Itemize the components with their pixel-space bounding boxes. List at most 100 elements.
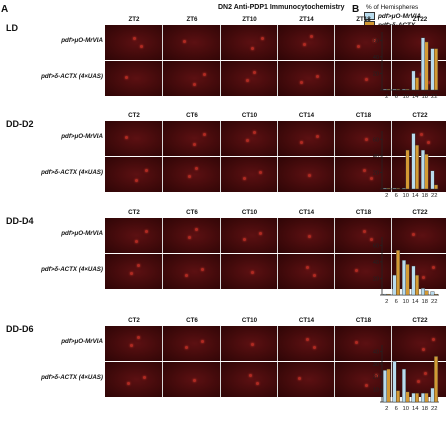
bar [392, 88, 397, 91]
y-tick-label: 20 [373, 375, 379, 381]
neuron-signal [125, 76, 128, 79]
timepoint-label: CT14 [298, 112, 315, 119]
micrograph-cell [163, 362, 221, 397]
bar [424, 153, 429, 190]
neuron-signal [243, 238, 246, 241]
timepoint-label: CT18 [355, 209, 372, 216]
x-tick-label: 2 [385, 299, 388, 305]
bar [382, 370, 387, 403]
x-tick-label: 10 [403, 94, 409, 100]
micrograph-cell [221, 362, 278, 397]
x-tick-label: 10 [403, 406, 409, 412]
micrograph-cell [335, 121, 392, 156]
neuron-signal [300, 81, 303, 84]
legend-swatch-mrvia [364, 12, 375, 20]
bar [415, 77, 420, 91]
neuron-signal [308, 174, 311, 177]
micrograph-cell [392, 326, 446, 361]
genotype-label: pdf>δ-ACTX (4×UAS) [41, 73, 103, 80]
x-tick-label: 22 [431, 406, 437, 412]
panel-a-letter: A [1, 4, 9, 15]
neuron-signal [261, 37, 264, 40]
genotype-label: pdf>μO-MrVIA [61, 338, 103, 345]
x-tick-label: 22 [431, 299, 437, 305]
bar [434, 48, 439, 91]
bar [411, 133, 416, 190]
neuron-signal [130, 344, 133, 347]
neuron-signal [201, 340, 204, 343]
micrograph-cell [163, 157, 221, 192]
genotype-label: pdf>δ-ACTX (4×UAS) [41, 169, 103, 176]
micrograph-cell [163, 61, 221, 96]
neuron-signal [193, 379, 196, 382]
neuron-signal [365, 384, 368, 387]
bar [401, 88, 406, 91]
micrograph-cell [105, 121, 163, 156]
x-tick-label: 22 [431, 94, 437, 100]
neuron-signal [420, 133, 423, 136]
y-tick-label: 40 [373, 260, 379, 266]
neuron-signal [427, 141, 430, 144]
y-tick-label: 10 [373, 387, 379, 393]
bar [405, 264, 410, 296]
micrograph-cell [278, 121, 335, 156]
bar [382, 187, 387, 190]
neuron-signal [432, 266, 435, 269]
micrograph-cell [105, 157, 163, 192]
micrograph-cell [163, 218, 221, 253]
timepoint-label: CT14 [298, 209, 315, 216]
neuron-signal [424, 372, 427, 375]
neuron-signal [355, 269, 358, 272]
legend-title: % of Hemispheres [366, 4, 419, 11]
x-tick-label: 6 [395, 94, 398, 100]
neuron-signal [363, 169, 366, 172]
bar [434, 293, 439, 296]
genotype-label: pdf>μO-MrVIA [61, 37, 103, 44]
timepoint-label: CT2 [128, 209, 140, 216]
neuron-signal [127, 382, 130, 385]
neuron-signal [259, 232, 262, 235]
micrograph-cell [221, 25, 278, 60]
y-tick-label: 60 [373, 137, 379, 143]
timepoint-label: CT10 [241, 112, 258, 119]
micrograph-cell [335, 254, 392, 289]
micrograph-cell [163, 121, 221, 156]
timepoint-label: CT10 [241, 317, 258, 324]
micrograph-cell [335, 157, 392, 192]
neuron-signal [417, 380, 420, 383]
neuron-signal [310, 35, 313, 38]
bar [411, 265, 416, 296]
x-tick-label: 22 [431, 193, 437, 199]
micrograph-cell [335, 25, 392, 60]
bar [430, 170, 435, 190]
micrograph-cell [278, 362, 335, 397]
condition-label: DD-D6 [6, 324, 34, 334]
bar [386, 187, 391, 190]
neuron-signal [316, 75, 319, 78]
bar [420, 288, 425, 296]
y-tick-label: 40 [373, 154, 379, 160]
neuron-signal [375, 374, 378, 377]
neuron-signal [365, 138, 368, 141]
x-tick-label: 18 [422, 94, 428, 100]
neuron-signal [140, 45, 143, 48]
timepoint-label: ZT6 [186, 16, 198, 23]
bar [382, 293, 387, 296]
bar [430, 291, 435, 296]
figure-title: DN2 Anti-PDP1 Immunocytochemistry [218, 4, 345, 11]
micrograph-cell [278, 218, 335, 253]
condition-label: DD-D2 [6, 119, 34, 129]
x-tick-label: 18 [422, 193, 428, 199]
neuron-signal [355, 341, 358, 344]
neuron-signal [145, 230, 148, 233]
neuron-signal [370, 177, 373, 180]
neuron-signal [373, 39, 376, 42]
micrograph-cell [335, 362, 392, 397]
micrograph-cell [278, 61, 335, 96]
micrograph-row [105, 218, 446, 253]
micrograph-cell [278, 326, 335, 361]
timepoint-label: CT22 [412, 317, 428, 324]
micrograph-row [105, 157, 446, 192]
micrograph-cell [335, 218, 392, 253]
neuron-signal [143, 376, 146, 379]
